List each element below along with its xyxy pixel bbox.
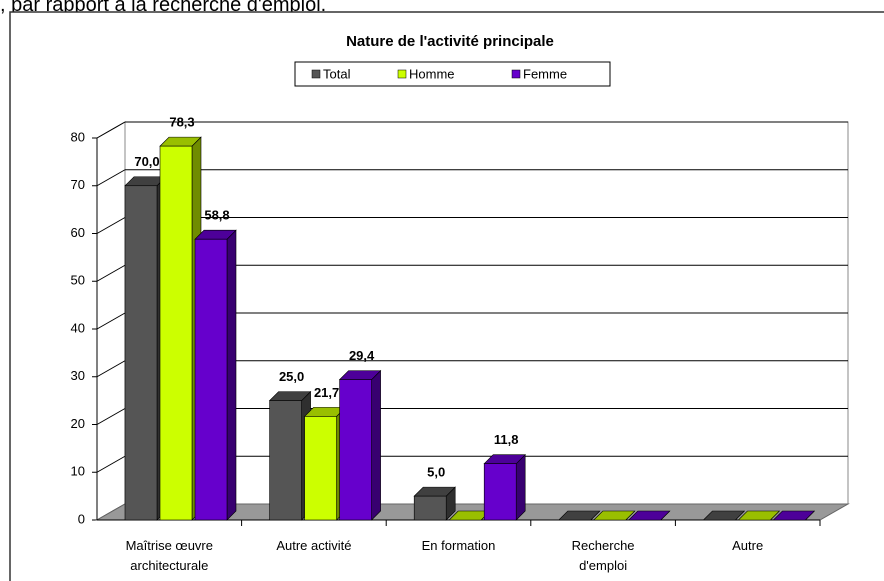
value-label: 25,0 xyxy=(279,369,304,384)
bar-top xyxy=(737,510,781,521)
legend-box xyxy=(294,61,611,87)
bar-side xyxy=(515,453,526,521)
value-label: 11,8 xyxy=(494,432,519,447)
legend-swatch xyxy=(397,69,407,79)
bar-top xyxy=(702,510,746,521)
bar xyxy=(339,379,372,521)
bar-top xyxy=(593,510,636,521)
x-tick-label: En formation xyxy=(421,538,496,553)
grid-line-side xyxy=(96,121,126,139)
grid-line-side xyxy=(96,408,126,425)
grid-line-side xyxy=(96,360,126,378)
bar xyxy=(269,400,302,521)
legend-swatch xyxy=(511,69,521,79)
x-tick-label: Maîtrise œuvre architecturale xyxy=(125,538,213,573)
x-tick-label: Autre activité xyxy=(276,538,352,553)
value-label: 78,3 xyxy=(169,115,194,130)
value-label: 70,0 xyxy=(134,154,159,169)
grid-line-side xyxy=(96,217,126,234)
value-label: 29,4 xyxy=(349,348,375,363)
grid-line-side xyxy=(96,455,126,473)
x-tick-label: Recherche d'emploi xyxy=(571,538,635,573)
y-tick-label: 50 xyxy=(71,273,85,288)
value-label: 21,7 xyxy=(314,385,339,400)
bar xyxy=(124,185,158,521)
bar-top xyxy=(628,510,671,521)
x-tick-label: Autre xyxy=(732,538,764,553)
grid-line-side xyxy=(96,169,126,187)
legend-label: Total xyxy=(323,66,351,81)
value-label: 5,0 xyxy=(427,465,445,480)
chart-title: Nature de l'activité principale xyxy=(346,33,554,50)
bar xyxy=(413,495,447,521)
y-tick-label: 20 xyxy=(71,416,85,431)
grid-line-side xyxy=(96,264,126,282)
legend-label: Homme xyxy=(409,66,455,81)
bar-top xyxy=(772,510,816,521)
y-tick-label: 30 xyxy=(71,368,85,383)
y-tick-label: 10 xyxy=(71,464,85,479)
y-tick-label: 0 xyxy=(78,511,85,526)
y-tick-label: 40 xyxy=(71,320,85,335)
bar xyxy=(159,145,193,521)
value-label: 58,8 xyxy=(204,208,229,223)
bar-top xyxy=(558,510,601,521)
y-tick-label: 80 xyxy=(71,129,85,144)
y-tick-label: 70 xyxy=(71,177,85,192)
bar-side xyxy=(371,369,381,521)
y-tick-label: 60 xyxy=(71,225,85,240)
legend-label: Femme xyxy=(523,66,567,81)
bar xyxy=(304,416,337,521)
bar xyxy=(194,238,228,521)
bar xyxy=(483,463,517,521)
grid-line-side xyxy=(96,312,126,330)
bar-side xyxy=(226,229,237,521)
legend-swatch xyxy=(311,69,321,79)
